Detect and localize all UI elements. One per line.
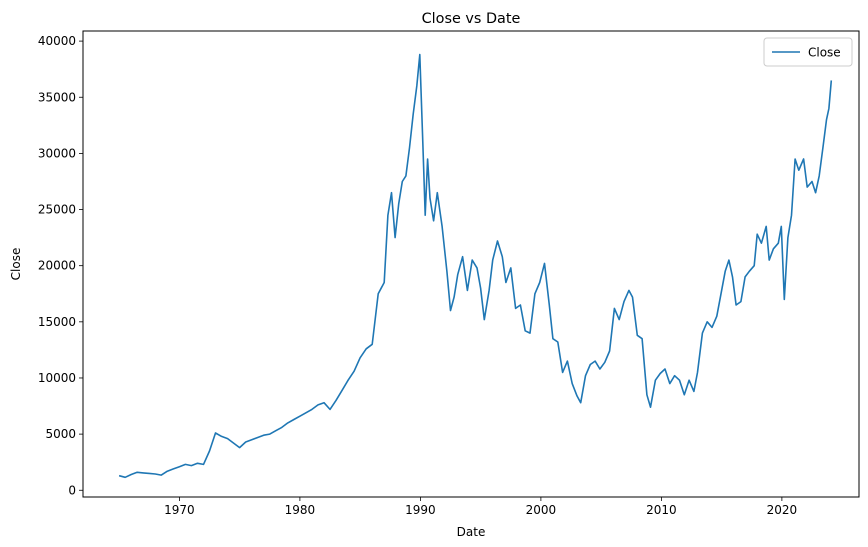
x-tick-label: 2020 (767, 503, 798, 517)
y-tick-label: 10000 (38, 371, 76, 385)
x-tick-label: 2000 (526, 503, 557, 517)
plot-area-frame (82, 30, 860, 498)
y-tick-label: 0 (68, 483, 76, 497)
legend-label-close: Close (808, 46, 841, 60)
x-tick-label: 2010 (646, 503, 677, 517)
y-axis: 0 5000 10000 15000 20000 25000 30000 35000 40000 (38, 34, 83, 497)
y-tick-label: 35000 (38, 90, 76, 104)
y-tick-label: 25000 (38, 203, 76, 217)
x-axis-label: Date (457, 525, 486, 539)
x-tick-label: 1980 (285, 503, 316, 517)
y-tick-label: 20000 (38, 259, 76, 273)
series-line-close (118, 53, 833, 479)
y-tick-label: 40000 (38, 34, 76, 48)
y-tick-label: 5000 (45, 427, 76, 441)
legend-box (763, 37, 853, 67)
x-axis: 1970 1980 1990 2000 2010 2020 (164, 497, 797, 517)
x-tick-label: 1990 (405, 503, 436, 517)
legend: Close (763, 37, 853, 67)
x-tick-label: 1970 (164, 503, 195, 517)
chart-title: Close vs Date (422, 11, 521, 27)
y-axis-label: Close (9, 248, 23, 281)
y-tick-label: 15000 (38, 315, 76, 329)
y-tick-label: 30000 (38, 146, 76, 160)
series-layer (118, 53, 833, 479)
